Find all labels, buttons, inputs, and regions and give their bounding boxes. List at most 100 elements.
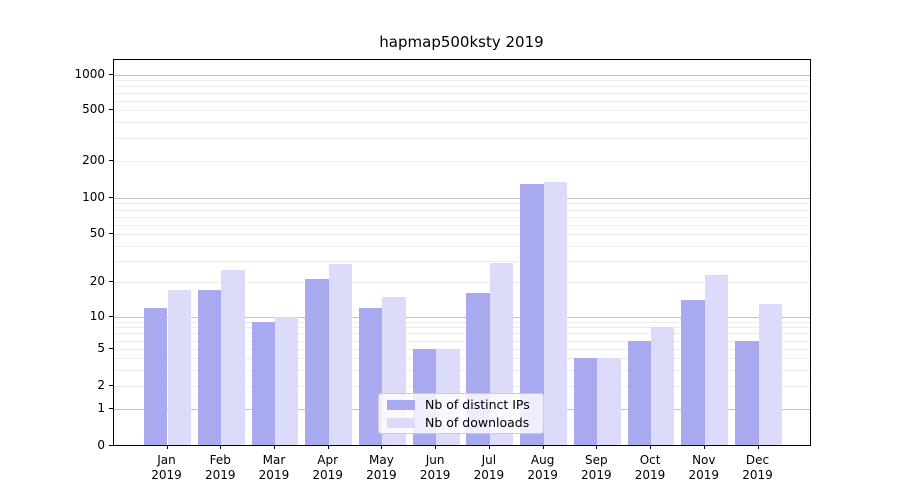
- legend-item-distinct-ips: Nb of distinct IPs: [387, 397, 535, 412]
- x-tick-label-sep: Sep 2019: [581, 453, 612, 482]
- legend-swatch-distinct-ips: [387, 399, 415, 410]
- chart-title: hapmap500ksty 2019: [379, 33, 544, 51]
- gridline-minor-800: [114, 86, 810, 88]
- legend-item-downloads: Nb of downloads: [387, 415, 535, 430]
- gridline-minor-6: [114, 340, 810, 342]
- bar-distinct-ips-oct: [627, 340, 652, 445]
- gridline-major-10: [114, 317, 810, 318]
- bar-downloads-aug: [543, 181, 567, 445]
- gridline-minor-900: [114, 80, 810, 82]
- gridline-minor-2: [114, 386, 810, 387]
- gridline-major-1000: [114, 75, 810, 76]
- legend: Nb of distinct IPs Nb of downloads: [378, 393, 544, 434]
- bar-distinct-ips-feb: [197, 290, 222, 445]
- bar-distinct-ips-mar: [251, 321, 275, 445]
- bar-distinct-ips-aug: [520, 183, 544, 445]
- y-tick-mark-50: [109, 233, 113, 234]
- gridline-minor-7: [114, 333, 810, 335]
- x-tick-label-apr: Apr 2019: [312, 453, 343, 482]
- y-tick-label-5: 5: [97, 341, 105, 355]
- gridline-minor-5: [114, 349, 810, 350]
- gridline-minor-500: [114, 110, 810, 111]
- legend-swatch-downloads: [387, 417, 415, 428]
- bar-downloads-jan: [167, 290, 191, 445]
- y-tick-mark-200: [109, 160, 113, 161]
- x-tick-label-may: May 2019: [366, 453, 397, 482]
- x-tick-mark-jun: [435, 445, 437, 449]
- bar-downloads-oct: [651, 327, 675, 445]
- y-tick-mark-0: [109, 445, 113, 446]
- y-tick-mark-5: [109, 348, 113, 349]
- bar-downloads-apr: [328, 264, 353, 445]
- bar-downloads-feb: [221, 270, 245, 445]
- x-tick-mark-nov: [703, 445, 705, 449]
- plot-area: Nb of distinct IPs Nb of downloads: [113, 59, 811, 446]
- gridline-minor-400: [114, 122, 810, 124]
- x-tick-mark-feb: [220, 445, 222, 449]
- x-tick-mark-jan: [166, 445, 168, 449]
- gridline-minor-20: [114, 282, 810, 283]
- gridline-minor-80: [114, 209, 810, 211]
- y-tick-mark-2: [109, 385, 113, 386]
- gridline-minor-30: [114, 260, 810, 262]
- x-tick-mark-jul: [488, 445, 490, 449]
- bar-distinct-ips-jan: [144, 307, 168, 445]
- x-tick-mark-aug: [542, 445, 544, 449]
- x-tick-mark-dec: [757, 445, 759, 449]
- y-tick-mark-10: [109, 316, 113, 317]
- x-tick-mark-mar: [273, 445, 275, 449]
- bar-downloads-nov: [704, 274, 729, 445]
- y-tick-mark-1: [109, 408, 113, 409]
- gridline-minor-3: [114, 369, 810, 371]
- y-tick-mark-500: [109, 109, 113, 110]
- y-tick-label-1000: 1000: [74, 67, 105, 81]
- y-tick-label-500: 500: [82, 102, 105, 116]
- legend-label-distinct-ips: Nb of distinct IPs: [425, 397, 530, 412]
- x-tick-mark-may: [381, 445, 383, 449]
- y-tick-label-0: 0: [97, 438, 105, 452]
- bar-downloads-dec: [758, 303, 782, 445]
- gridline-minor-90: [114, 203, 810, 205]
- y-tick-label-20: 20: [89, 274, 105, 288]
- y-tick-label-1: 1: [97, 401, 105, 415]
- x-tick-label-aug: Aug 2019: [527, 453, 558, 482]
- bar-distinct-ips-apr: [305, 279, 329, 445]
- gridline-minor-60: [114, 224, 810, 226]
- x-tick-mark-apr: [327, 445, 329, 449]
- legend-label-downloads: Nb of downloads: [425, 415, 530, 430]
- y-tick-label-10: 10: [89, 309, 105, 323]
- x-tick-label-oct: Oct 2019: [634, 453, 666, 482]
- gridline-minor-9: [114, 321, 810, 323]
- y-tick-label-200: 200: [82, 153, 105, 167]
- gridline-minor-4: [114, 358, 810, 359]
- x-tick-label-jul: Jul 2019: [473, 453, 505, 482]
- x-tick-label-jan: Jan 2019: [151, 453, 182, 482]
- gridline-minor-50: [114, 234, 810, 235]
- bar-downloads-mar: [274, 317, 299, 445]
- y-tick-label-2: 2: [97, 378, 105, 392]
- gridline-minor-700: [114, 93, 810, 94]
- x-tick-mark-sep: [596, 445, 598, 449]
- gridline-major-100: [114, 198, 810, 199]
- gridline-minor-70: [114, 216, 810, 218]
- gridline-minor-200: [114, 161, 810, 162]
- x-tick-label-feb: Feb 2019: [204, 453, 236, 482]
- y-tick-mark-20: [109, 281, 113, 282]
- x-tick-mark-oct: [650, 445, 652, 449]
- gridline-minor-8: [114, 327, 810, 329]
- x-tick-label-mar: Mar 2019: [258, 453, 290, 482]
- bar-downloads-sep: [597, 358, 621, 445]
- gridline-minor-600: [114, 100, 810, 102]
- y-tick-mark-1000: [109, 74, 113, 75]
- gridline-minor-300: [114, 138, 810, 140]
- bar-distinct-ips-dec: [735, 340, 759, 445]
- y-tick-label-50: 50: [89, 226, 105, 240]
- gridline-minor-40: [114, 245, 810, 247]
- bar-distinct-ips-nov: [681, 300, 705, 445]
- bar-distinct-ips-sep: [573, 358, 598, 445]
- x-tick-label-dec: Dec 2019: [742, 453, 773, 482]
- y-tick-mark-100: [109, 197, 113, 198]
- x-tick-label-jun: Jun 2019: [419, 453, 451, 482]
- y-tick-label-100: 100: [82, 190, 105, 204]
